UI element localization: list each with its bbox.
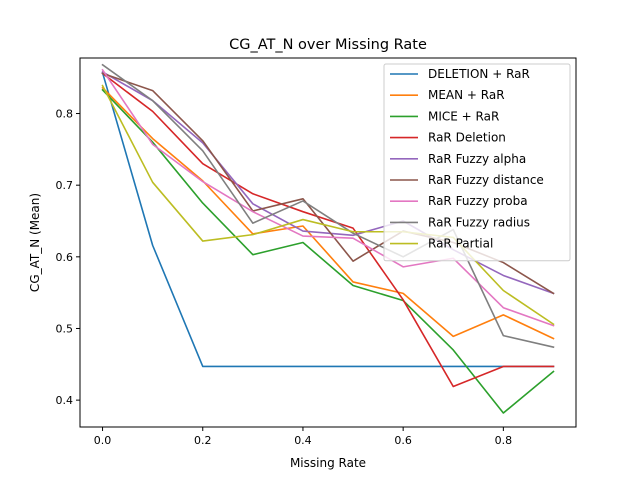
series-line-7 — [101, 63, 555, 349]
legend-label-0: DELETION + RaR — [428, 67, 530, 81]
y-axis-label: CG_AT_N (Mean) — [28, 193, 42, 292]
x-axis-label: Missing Rate — [290, 456, 366, 470]
legend: DELETION + RaR MEAN + RaR MICE + RaR RaR De… — [383, 63, 571, 262]
legend-label-8: RaR Partial — [428, 237, 493, 251]
y-tick-label: 0.5 — [56, 322, 74, 335]
legend-label-4: RaR Fuzzy alpha — [428, 152, 526, 166]
legend-label-5: RaR Fuzzy distance — [428, 173, 544, 187]
legend-label-7: RaR Fuzzy radius — [428, 215, 530, 229]
legend-label-1: MEAN + RaR — [428, 88, 505, 102]
chart-title: CG_AT_N over Missing Rate — [229, 37, 427, 53]
x-tick-label: 0.6 — [394, 434, 412, 447]
series-line-2 — [101, 88, 555, 414]
x-tick-label: 0.2 — [194, 434, 212, 447]
series-line-1 — [101, 86, 555, 340]
series-line-3 — [101, 72, 555, 388]
series-layer — [101, 63, 555, 414]
x-tick-label: 0.4 — [294, 434, 312, 447]
x-tick-label: 0.8 — [495, 434, 513, 447]
x-tick-label: 0.0 — [94, 434, 112, 447]
x-axis: 0.0 0.2 0.4 0.6 0.8 — [94, 427, 512, 447]
y-tick-label: 0.7 — [56, 179, 74, 192]
legend-box — [383, 63, 571, 262]
y-tick-label: 0.6 — [56, 251, 74, 264]
y-axis: 0.4 0.5 0.6 0.7 0.8 — [56, 108, 80, 407]
series-line-8 — [101, 84, 555, 326]
legend-label-6: RaR Fuzzy proba — [428, 194, 528, 208]
legend-label-3: RaR Deletion — [428, 131, 506, 145]
series-line-4 — [101, 70, 555, 295]
y-tick-label: 0.8 — [56, 108, 74, 121]
axes-frame — [79, 57, 577, 428]
series-line-0 — [101, 71, 555, 368]
legend-label-2: MICE + RaR — [428, 109, 499, 123]
y-tick-label: 0.4 — [56, 394, 74, 407]
